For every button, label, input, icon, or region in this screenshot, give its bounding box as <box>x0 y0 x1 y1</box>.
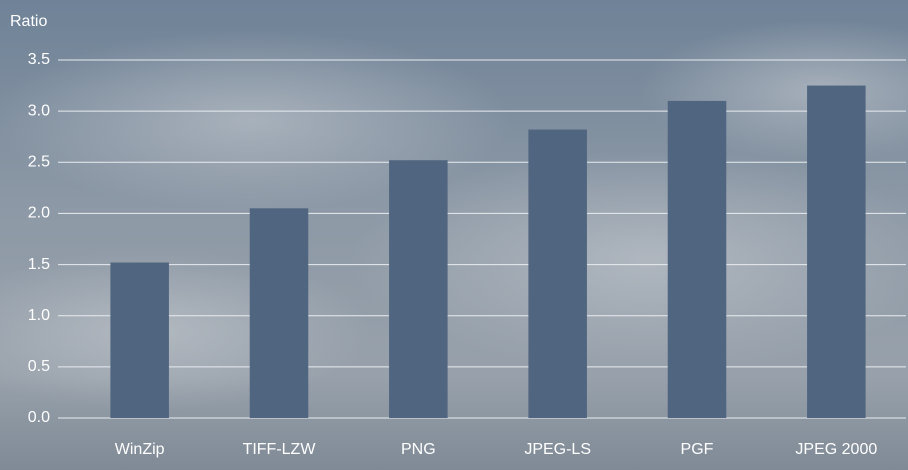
y-axis-label: Ratio <box>10 13 47 30</box>
cloud <box>0 30 510 210</box>
x-tick-label: TIFF-LZW <box>243 441 317 458</box>
y-tick-label: 0.5 <box>28 358 50 375</box>
x-tick-label: WinZip <box>115 441 165 458</box>
y-tick-label: 1.5 <box>28 256 50 273</box>
x-tick-label: JPEG-LS <box>524 441 591 458</box>
y-tick-label: 0.0 <box>28 409 50 426</box>
cloud <box>350 150 908 370</box>
bar <box>528 129 587 418</box>
y-tick-label: 3.5 <box>28 51 50 68</box>
y-tick-label: 3.0 <box>28 102 50 119</box>
y-tick-label: 2.5 <box>28 154 50 171</box>
x-tick-label: JPEG 2000 <box>795 441 877 458</box>
bar <box>667 100 727 419</box>
bar <box>389 160 448 419</box>
bar <box>807 85 866 419</box>
y-tick-label: 2.0 <box>28 205 50 222</box>
x-tick-label: PGF <box>681 441 714 458</box>
x-tick-label: PNG <box>401 441 436 458</box>
y-tick-label: 1.0 <box>28 307 50 324</box>
bar <box>249 208 309 418</box>
bar <box>110 262 169 418</box>
